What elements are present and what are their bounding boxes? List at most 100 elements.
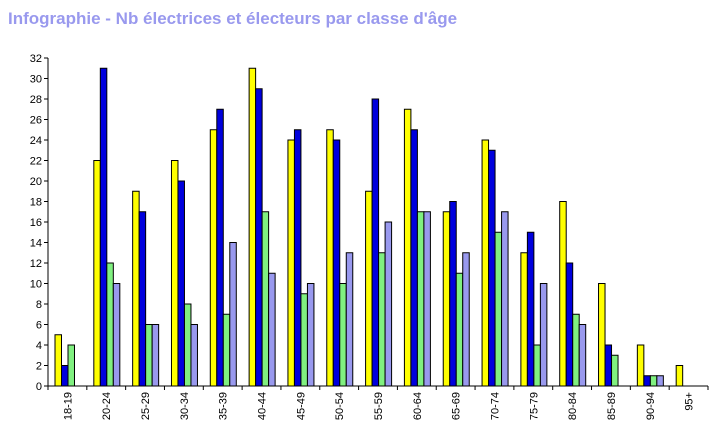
y-tick-label: 14	[30, 238, 42, 250]
y-tick-label: 8	[36, 299, 42, 311]
bar-85-89-s2	[604, 344, 613, 387]
bar-85-89-s3	[611, 354, 619, 387]
bar-55-59-s1	[365, 190, 373, 387]
y-tick-label: 24	[30, 135, 42, 147]
bar-65-69-s4	[462, 252, 470, 387]
x-tick-label: 95+	[684, 392, 696, 411]
bar-30-34-s4	[190, 324, 198, 387]
bar-50-54-s3	[339, 283, 347, 387]
x-tick-label: 25-29	[140, 392, 152, 420]
bar-80-84-s3	[572, 313, 580, 387]
bar-40-44-s3	[261, 211, 270, 387]
bar-18-19-s3	[67, 344, 75, 387]
bar-90-94-s2	[643, 375, 651, 387]
bar-90-94-s4	[656, 375, 664, 387]
bar-35-39-s3	[222, 313, 231, 387]
x-tick-label: 85-89	[606, 392, 618, 420]
bar-65-69-s2	[449, 201, 457, 387]
bar-20-24-s1	[93, 160, 101, 387]
bar-35-39-s1	[209, 129, 218, 387]
bar-80-84-s4	[578, 324, 587, 387]
bar-30-34-s1	[170, 160, 179, 387]
bar-75-79-s3	[533, 344, 541, 387]
bar-50-54-s4	[345, 252, 354, 387]
bar-55-59-s2	[371, 98, 380, 387]
bars-group	[54, 67, 684, 387]
x-tick-label: 90-94	[645, 392, 657, 420]
bar-45-49-s3	[300, 293, 308, 387]
y-tick-label: 30	[30, 74, 42, 86]
bar-75-79-s4	[539, 283, 548, 387]
y-tick-label: 26	[30, 115, 42, 127]
x-tick-label: 50-54	[334, 392, 346, 420]
bar-70-74-s1	[481, 139, 490, 387]
bar-20-24-s3	[106, 262, 114, 387]
x-tick-label: 40-44	[257, 392, 269, 420]
y-tick-label: 0	[36, 381, 42, 393]
bar-45-49-s4	[306, 283, 315, 387]
y-tick-label: 4	[36, 340, 42, 352]
bar-70-74-s4	[501, 211, 509, 387]
y-tick-label: 22	[30, 156, 42, 168]
x-tick-label: 18-19	[62, 392, 74, 420]
bar-60-64-s4	[423, 211, 431, 387]
x-tick-label: 55-59	[373, 392, 385, 420]
bar-18-19-s2	[61, 365, 69, 387]
x-tick-label: 20-24	[101, 392, 113, 420]
bar-75-79-s2	[526, 231, 535, 387]
bar-25-29-s2	[138, 211, 147, 387]
bar-20-24-s4	[112, 283, 121, 387]
bar-30-34-s3	[183, 303, 192, 387]
bar-60-64-s2	[410, 129, 418, 387]
y-tick-label: 2	[36, 361, 42, 373]
bar-35-39-s2	[216, 108, 224, 387]
x-tick-label: 70-74	[489, 392, 501, 420]
bar-20-24-s2	[99, 67, 108, 387]
y-tick-label: 10	[30, 279, 42, 291]
bar-30-34-s2	[177, 180, 185, 387]
bar-60-64-s3	[416, 211, 425, 387]
y-tick-label: 6	[36, 320, 42, 332]
bar-25-29-s3	[145, 324, 153, 387]
bar-40-44-s2	[255, 88, 263, 387]
bar-90-94-s3	[649, 375, 658, 387]
bar-40-44-s1	[248, 67, 257, 387]
bar-55-59-s4	[384, 221, 393, 387]
bar-70-74-s3	[494, 231, 503, 387]
bar-50-54-s2	[332, 139, 341, 387]
x-tick-label: 60-64	[412, 392, 424, 420]
bar-65-69-s1	[442, 211, 451, 387]
y-tick-label: 12	[30, 258, 42, 270]
bar-25-29-s4	[151, 324, 160, 387]
x-tick-label: 35-39	[218, 392, 230, 420]
y-tick-label: 16	[30, 217, 42, 229]
bar-70-74-s2	[488, 149, 496, 387]
bar-60-64-s1	[403, 108, 412, 387]
bar-40-44-s4	[268, 272, 276, 387]
y-tick-label: 20	[30, 176, 42, 188]
bar-25-29-s1	[132, 190, 140, 387]
y-tick-label: 18	[30, 197, 42, 209]
bar-18-19-s1	[54, 334, 62, 387]
x-tick-label: 65-69	[451, 392, 463, 420]
x-tick-label: 80-84	[567, 392, 579, 420]
bar-50-54-s1	[326, 129, 334, 387]
bar-35-39-s4	[229, 242, 237, 387]
bar-80-84-s2	[565, 262, 574, 387]
bar-45-49-s1	[287, 139, 295, 387]
bar-45-49-s2	[293, 129, 302, 387]
bar-85-89-s1	[598, 283, 606, 387]
chart-title: Infographie - Nb électrices et électeurs…	[8, 9, 458, 28]
bar-90-94-s1	[636, 344, 645, 387]
bar-65-69-s3	[455, 272, 464, 387]
bar-75-79-s1	[520, 252, 528, 387]
x-tick-label: 75-79	[528, 392, 540, 420]
bar-95+-s1	[675, 365, 684, 387]
x-tick-label: 45-49	[295, 392, 307, 420]
bar-55-59-s3	[378, 252, 386, 387]
y-tick-label: 32	[30, 53, 42, 65]
bar-80-84-s1	[559, 201, 567, 387]
x-tick-label: 30-34	[179, 392, 191, 420]
